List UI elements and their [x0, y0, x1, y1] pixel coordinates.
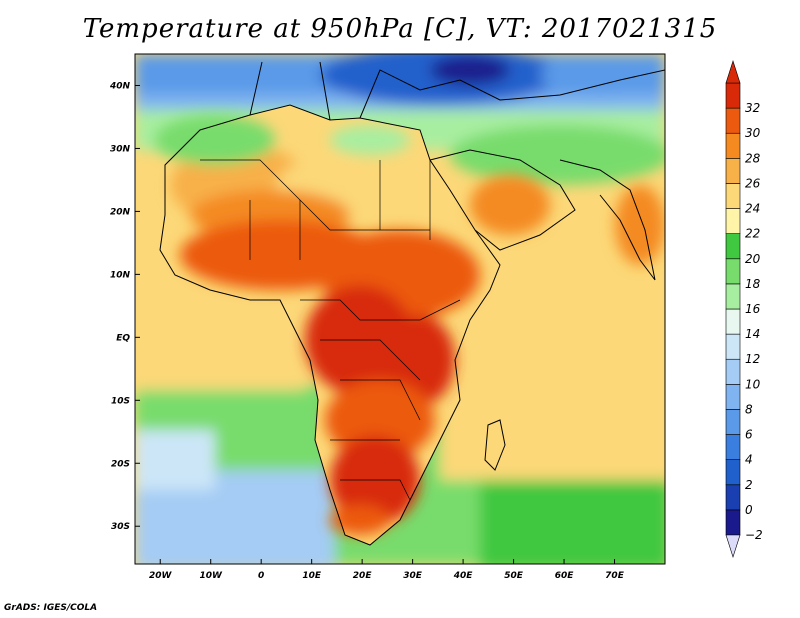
colorbar-swatch [725, 484, 741, 511]
colorbar-label: 32 [745, 101, 760, 115]
longitude-axis: 20W 10W 0 10E 20E 30E 40E 50E 60E 70E [149, 559, 625, 581]
colorbar-label: 10 [745, 377, 761, 391]
lat-tick-label: 30S [111, 522, 130, 532]
colorbar-swatch [725, 107, 741, 134]
coastlines [159, 61, 665, 546]
colorbar-label: 18 [745, 277, 761, 291]
lat-tick-label: 30N [110, 144, 131, 154]
lat-tick-label: 20S [111, 459, 130, 469]
colorbar-label: 26 [745, 176, 761, 190]
colorbar-label: 28 [745, 151, 761, 165]
temperature-field [135, 54, 665, 564]
colorbar-label: 0 [745, 503, 753, 517]
lat-tick-label: 20N [110, 207, 131, 217]
colorbar-label: 8 [745, 402, 753, 416]
colorbar-swatch [725, 208, 741, 234]
colorbar-swatch [725, 82, 741, 109]
lat-tick-label: 10S [111, 396, 130, 406]
lon-tick-label: 10E [302, 571, 322, 581]
lat-tick-label: 10N [110, 270, 131, 280]
colorbar-swatch [725, 308, 741, 335]
colorbar-label: 22 [745, 227, 760, 241]
map-title: Temperature at 950hPa [C], VT: 201702131… [82, 14, 718, 44]
lon-tick-label: 20W [149, 571, 173, 581]
colorbar-under-triangle [725, 534, 741, 558]
colorbar-swatch [725, 183, 741, 209]
colorbar-over-triangle [725, 60, 741, 84]
grads-credit: GrADS: IGES/COLA [4, 603, 98, 613]
lon-tick-label: 70E [605, 571, 625, 581]
lon-tick-label: 10W [199, 571, 223, 581]
colorbar-swatch [725, 384, 741, 410]
country-borders [200, 159, 461, 501]
lon-tick-label: 20E [353, 571, 373, 581]
lon-tick-label: 40E [453, 571, 474, 581]
colorbar-label: 4 [745, 453, 753, 467]
colorbar-label: 14 [745, 327, 760, 341]
colorbar-swatch [725, 333, 741, 360]
map-frame [134, 53, 666, 565]
colorbar-label: 6 [745, 428, 753, 442]
colorbar-label: 24 [745, 202, 760, 216]
colorbar-swatch [725, 409, 741, 435]
colorbar-label: 2 [745, 478, 753, 492]
colorbar-swatch [725, 233, 741, 260]
colorbar-swatch [725, 258, 741, 285]
latitude-axis: 40N 30N 20N 10N EQ 10S 20S 30S [109, 81, 140, 532]
colorbar-label: 16 [745, 302, 761, 316]
lon-tick-label: 60E [555, 571, 575, 581]
colorbar-label: 12 [745, 352, 760, 366]
lon-tick-label: 0 [258, 571, 264, 581]
colorbar-swatch [725, 358, 741, 385]
colorbar-label: 30 [745, 126, 761, 140]
colorbar-swatch [725, 132, 741, 159]
colorbar-swatch [725, 459, 741, 486]
lon-tick-label: 50E [504, 571, 524, 581]
colorbar-swatch [725, 434, 741, 460]
lon-tick-label: 30E [403, 571, 423, 581]
colorbar-swatch [725, 283, 741, 310]
colorbar-swatch [725, 158, 741, 184]
lat-tick-label: 40N [109, 81, 131, 91]
colorbar-swatch [725, 509, 741, 536]
colorbar-label: 20 [745, 252, 761, 266]
lat-tick-label: EQ [116, 333, 130, 343]
colorbar-label: −2 [745, 528, 763, 542]
